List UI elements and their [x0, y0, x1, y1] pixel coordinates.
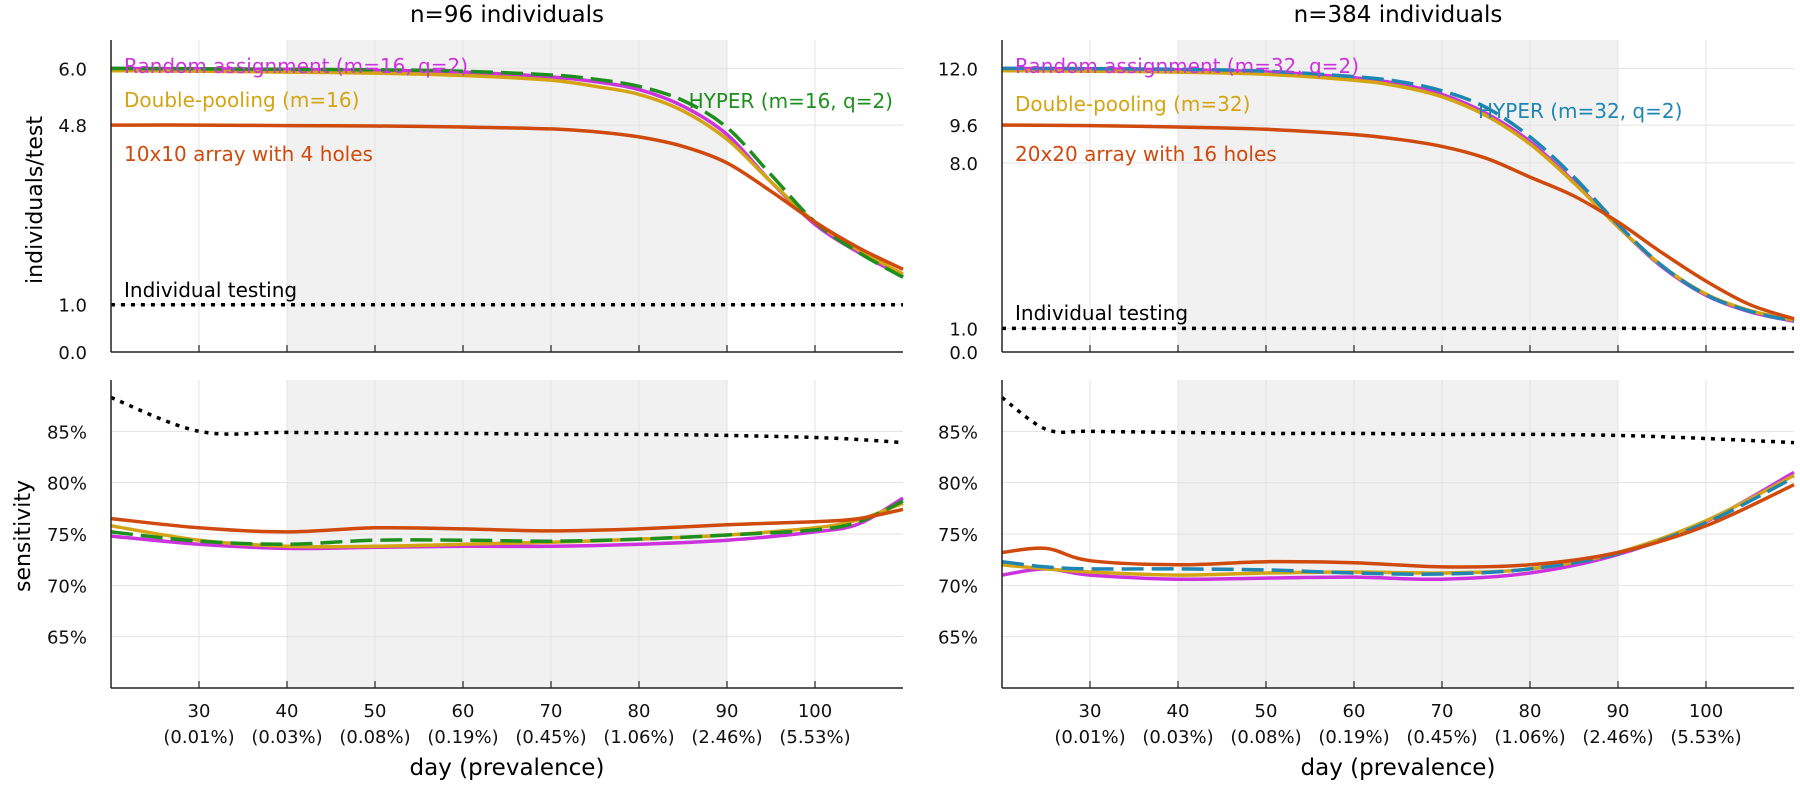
panel-bottom-right: 65% 70% 75% 80% 85% 30 (0.01%) 40 (0.03%) 50 (0.08…	[938, 380, 1795, 748]
series-line-hyper	[1001, 66, 1795, 324]
y-tick-label: 1.0	[58, 296, 87, 317]
label-array-left: 10x10 array with 4 holes	[124, 142, 373, 166]
panel-top-right: 0.0 1.0 8.0 9.6 12.0	[938, 40, 1795, 364]
label-individual-left: Individual testing	[124, 278, 297, 302]
ylabel-bottom: sensitivity	[11, 480, 36, 592]
label-double-left: Double-pooling (m=16)	[124, 88, 359, 112]
x-tick-label: 100	[798, 701, 832, 722]
x-tick-label: 30	[1079, 701, 1102, 722]
series-line-array	[1001, 123, 1795, 321]
label-array-right: 20x20 array with 16 holes	[1015, 142, 1277, 166]
y-tick-label: 70%	[938, 576, 978, 597]
series-line-random	[110, 496, 904, 551]
x-tick-label: 60	[1343, 701, 1366, 722]
x-tick-label: 50	[364, 701, 387, 722]
x-tick-label: 40	[1167, 701, 1190, 722]
label-individual-right: Individual testing	[1015, 301, 1188, 325]
series-line-individual	[1000, 396, 1795, 445]
x-tick-prevalence: (0.03%)	[251, 727, 322, 748]
x-tick-label: 80	[1519, 701, 1542, 722]
x-tick-prevalence: (2.46%)	[1582, 727, 1653, 748]
y-tick-label: 0.0	[949, 343, 978, 364]
ylabel-top: individuals/test	[23, 116, 48, 284]
xlabel-left: day (prevalence)	[410, 755, 605, 781]
label-random-right: Random assignment (m=32, q=2)	[1015, 54, 1359, 78]
panel-top-left: 0.0 1.0 4.8 6.0	[58, 40, 904, 364]
y-tick-label: 6.0	[58, 59, 87, 80]
x-tick-prevalence: (0.01%)	[163, 727, 234, 748]
x-tick-label: 70	[540, 701, 563, 722]
series-line-individual	[110, 395, 904, 445]
y-tick-label: 0.0	[58, 343, 87, 364]
series-line-array	[110, 507, 904, 534]
label-double-right: Double-pooling (m=32)	[1015, 92, 1250, 116]
y-tick-label: 65%	[938, 628, 978, 649]
label-hyper-left: HYPER (m=16, q=2)	[689, 89, 893, 113]
title-left: n=96 individuals	[410, 2, 604, 28]
x-tick-label: 60	[452, 701, 475, 722]
y-tick-label: 12.0	[938, 59, 978, 80]
y-tick-label: 85%	[47, 422, 87, 443]
x-tick-label: 40	[276, 701, 299, 722]
label-hyper-right: HYPER (m=32, q=2)	[1478, 99, 1682, 123]
y-tick-label: 75%	[47, 525, 87, 546]
y-tick-label: 1.0	[949, 319, 978, 340]
x-tick-prevalence: (5.53%)	[779, 727, 850, 748]
y-tick-label: 9.6	[949, 116, 978, 137]
x-tick-prevalence: (2.46%)	[691, 727, 762, 748]
x-tick-label: 50	[1255, 701, 1278, 722]
x-tick-label: 30	[188, 701, 211, 722]
series-line-hyper	[110, 499, 904, 547]
x-tick-prevalence: (0.01%)	[1054, 727, 1125, 748]
x-tick-prevalence: (0.45%)	[1406, 727, 1477, 748]
x-tick-label: 70	[1431, 701, 1454, 722]
y-tick-label: 70%	[47, 576, 87, 597]
title-right: n=384 individuals	[1294, 2, 1503, 28]
x-tick-label: 80	[628, 701, 651, 722]
y-tick-label: 80%	[938, 474, 978, 495]
x-tick-prevalence: (0.19%)	[1318, 727, 1389, 748]
y-tick-label: 8.0	[949, 154, 978, 175]
y-tick-label: 65%	[47, 628, 87, 649]
series-line-hyper	[110, 66, 904, 279]
x-tick-prevalence: (0.08%)	[1230, 727, 1301, 748]
series-line-array	[110, 123, 904, 271]
y-tick-label: 80%	[47, 474, 87, 495]
x-tick-label: 100	[1689, 701, 1723, 722]
series-line-array	[1001, 483, 1795, 569]
y-tick-label: 85%	[938, 422, 978, 443]
x-tick-prevalence: (0.19%)	[427, 727, 498, 748]
label-random-left: Random assignment (m=16, q=2)	[124, 54, 468, 78]
x-tick-label: 90	[716, 701, 739, 722]
x-tick-prevalence: (1.06%)	[1494, 727, 1565, 748]
xlabel-right: day (prevalence)	[1301, 755, 1496, 781]
shaded-region	[287, 40, 727, 352]
x-tick-prevalence: (0.45%)	[515, 727, 586, 748]
x-tick-prevalence: (1.06%)	[603, 727, 674, 748]
y-tick-label: 75%	[938, 525, 978, 546]
shaded-region	[1178, 40, 1618, 352]
x-tick-prevalence: (0.03%)	[1142, 727, 1213, 748]
panel-bottom-left: 65% 70% 75% 80% 85% 30 (0.01%) 40 (0.03%) 50 (0.08…	[47, 380, 904, 748]
x-tick-prevalence: (5.53%)	[1670, 727, 1741, 748]
x-tick-label: 90	[1607, 701, 1630, 722]
y-tick-label: 4.8	[58, 116, 87, 137]
x-tick-prevalence: (0.08%)	[339, 727, 410, 748]
